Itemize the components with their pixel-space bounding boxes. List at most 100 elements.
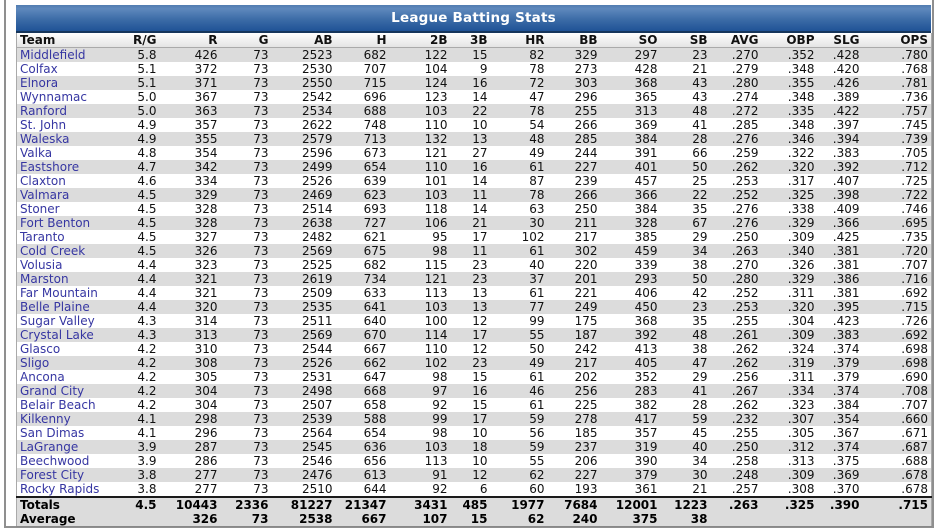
stat-cell-ab: 2619 (301, 272, 333, 286)
stat-cell-avg (710, 512, 762, 527)
stat-cell-r: 304 (194, 398, 218, 412)
stat-cell-2b: 113 (424, 454, 448, 468)
team-link[interactable]: Far Mountain (20, 286, 98, 300)
stat-cell-avg: .255 (731, 314, 759, 328)
team-link[interactable]: Grand City (20, 384, 85, 398)
stat-cell-hr: 59 (529, 440, 545, 454)
stat-cell-3b: 11 (472, 244, 488, 258)
team-link[interactable]: LaGrange (20, 440, 79, 454)
stat-cell-r-g: 4.1 (137, 426, 157, 440)
team-link[interactable]: Ranford (20, 104, 67, 118)
stat-cell-3b: 23 (472, 258, 488, 272)
stat-cell-sb: 47 (692, 356, 708, 370)
team-link[interactable]: Fort Benton (20, 216, 91, 230)
team-link[interactable]: Wynnamac (20, 90, 87, 104)
stat-cell-2b: 115 (424, 258, 448, 272)
stat-cell-avg: .255 (731, 426, 759, 440)
stat-cell-r: 305 (194, 370, 218, 384)
row-label: Average (16, 512, 107, 527)
stat-cell-2b: 101 (424, 174, 448, 188)
stat-cell-g: 73 (253, 146, 269, 160)
stat-cell-avg: .258 (731, 454, 759, 468)
team-row-colfax: Colfax 5.1 372 73 2530 707 104 9 78 273 428 21 .279.… (17, 62, 932, 76)
team-link[interactable]: Valka (20, 146, 53, 160)
team-link[interactable]: Taranto (20, 230, 65, 244)
stat-cell-3b: 22 (472, 104, 488, 118)
team-link[interactable]: Sligo (20, 356, 50, 370)
stat-cell-ops: .692 (901, 328, 928, 342)
stat-cell-bb: 225 (574, 398, 598, 412)
team-link[interactable]: Stoner (20, 202, 60, 216)
team-link[interactable]: Rocky Rapids (20, 482, 100, 496)
stat-cell-ops: .698 (901, 356, 928, 370)
stat-cell-r-g: 4.5 (137, 188, 157, 202)
stat-cell-sb: 23 (692, 300, 708, 314)
stat-cell-ab: 81227 (271, 496, 336, 512)
team-row-san-dimas: San Dimas 4.1 296 73 2564 654 98 10 56 185 357 45 .2… (17, 426, 932, 440)
stat-cell-h: 668 (363, 384, 387, 398)
team-link[interactable]: San Dimas (20, 426, 85, 440)
stat-cell-r: 357 (194, 118, 218, 132)
stat-cell-r-g: 4.7 (137, 160, 157, 174)
team-link[interactable]: Sugar Valley (20, 314, 95, 328)
team-link[interactable]: Valmara (20, 188, 70, 202)
team-link[interactable]: Middlefield (20, 48, 86, 62)
report-content: League Batting Stats Team R/G R G AB H 2B 3B HR B… (16, 5, 932, 527)
stat-cell-slg: .425 (832, 230, 860, 244)
stat-cell-hr: 102 (521, 230, 545, 244)
team-row-waleska: Waleska 4.9 355 73 2579 713 132 13 48 285 384 28 .27… (16, 132, 932, 146)
stat-cell-r-g: 5.1 (137, 62, 157, 76)
stat-cell-h: 713 (363, 132, 387, 146)
stat-cell-ab: 2476 (301, 468, 333, 482)
team-link[interactable]: Cold Creek (20, 244, 86, 258)
stat-cell-avg: .267 (731, 384, 759, 398)
team-link[interactable]: Crystal Lake (20, 328, 94, 342)
stat-cell-ab: 2499 (301, 160, 333, 174)
stat-cell-ops: .720 (901, 244, 928, 258)
team-link[interactable]: Eastshore (20, 160, 80, 174)
team-link[interactable]: Ancona (20, 370, 65, 384)
team-link[interactable]: Forest City (20, 468, 85, 482)
stat-cell-sb: 50 (692, 160, 708, 174)
team-link[interactable]: Kilkenny (20, 412, 71, 426)
stat-cell-hr: 62 (529, 468, 545, 482)
team-row-sugar-valley: Sugar Valley 4.3 314 73 2511 640 100 12 99 175 368… (17, 314, 932, 328)
stat-cell-2b: 95 (432, 230, 448, 244)
stat-cell-hr: 49 (529, 356, 545, 370)
stat-cell-so: 384 (634, 202, 658, 216)
stat-cell-hr: 61 (529, 244, 545, 258)
stat-cell-hr: 61 (529, 160, 545, 174)
stat-cell-sb: 41 (692, 384, 708, 398)
stat-cell-ops: .722 (901, 188, 928, 202)
stat-cell-2b: 99 (432, 412, 448, 426)
stat-cell-r: 296 (194, 426, 218, 440)
team-link[interactable]: Marston (20, 272, 69, 286)
team-link[interactable]: Elnora (20, 76, 59, 90)
stat-cell-h: 641 (363, 300, 387, 314)
stat-cell-so: 375 (600, 512, 661, 527)
team-link[interactable]: St. John (20, 118, 67, 132)
stat-cell-slg: .383 (832, 328, 860, 342)
team-link[interactable]: Claxton (20, 174, 66, 188)
stat-cell-hr: 82 (529, 48, 545, 62)
team-link[interactable]: Volusia (20, 258, 63, 272)
stat-cell-obp: .322 (787, 146, 815, 160)
stat-cell-avg: .262 (731, 356, 759, 370)
team-link[interactable]: Belle Plaine (20, 300, 90, 314)
stat-cell-3b: 17 (472, 230, 488, 244)
stat-cell-r-g: 4.9 (137, 118, 157, 132)
team-link[interactable]: Beechwood (20, 454, 90, 468)
team-link[interactable]: Belair Beach (20, 398, 96, 412)
team-row-wynnamac: Wynnamac 5.0 367 73 2542 696 123 14 47 296 365 43 .2… (17, 90, 932, 104)
stat-cell-obp: .311 (787, 370, 815, 384)
stat-cell-so: 297 (634, 48, 658, 62)
stat-cell-r: 310 (194, 342, 218, 356)
team-link[interactable]: Glasco (20, 342, 61, 356)
stat-cell-ops: .660 (901, 412, 928, 426)
team-link[interactable]: Waleska (20, 132, 70, 146)
stat-cell-hr: 56 (529, 426, 545, 440)
stat-cell-obp: .324 (787, 342, 815, 356)
team-link[interactable]: Colfax (20, 62, 58, 76)
stat-cell-g: 73 (253, 468, 269, 482)
stat-cell-bb: 185 (574, 426, 598, 440)
